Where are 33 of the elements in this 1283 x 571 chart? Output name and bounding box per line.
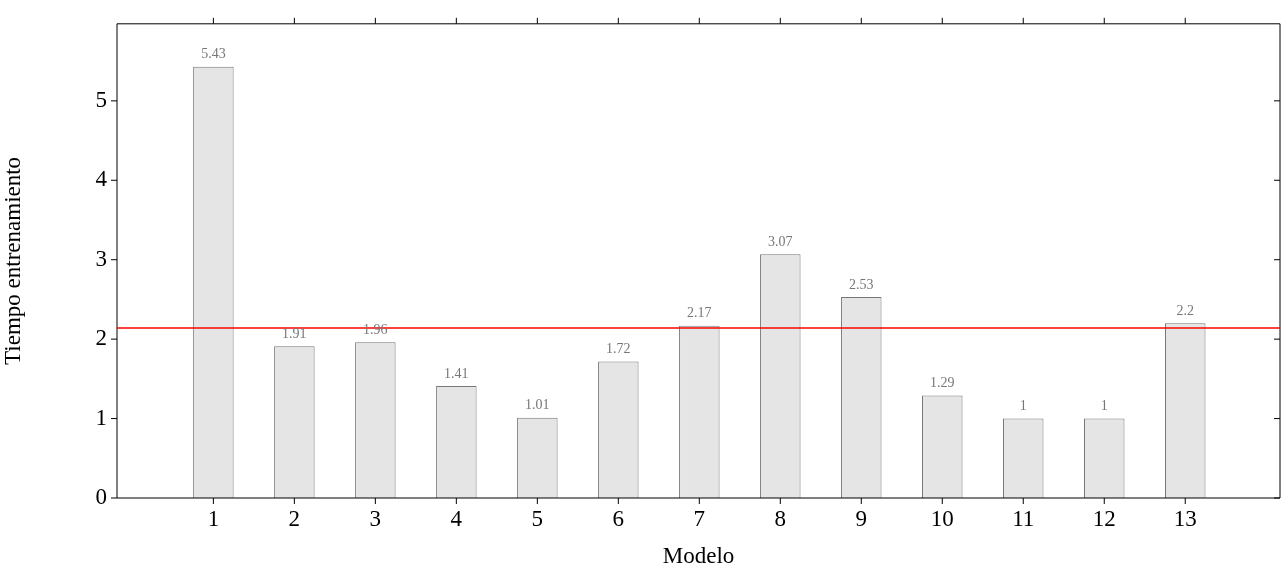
y-tick-label: 0 <box>95 484 107 510</box>
x-tick-label: 7 <box>693 505 706 531</box>
x-tick-label: 13 <box>1173 505 1197 531</box>
x-tick-label: 12 <box>1092 505 1116 531</box>
data-label: 1.01 <box>525 397 550 413</box>
data-label: 2.17 <box>687 305 712 321</box>
x-tick-label: 6 <box>612 505 625 531</box>
x-tick-label: 4 <box>450 505 463 531</box>
y-tick-label: 3 <box>95 245 107 271</box>
data-label: 1.72 <box>606 341 631 357</box>
y-tick-label: 1 <box>95 404 107 430</box>
x-tick-label: 9 <box>855 505 868 531</box>
data-label: 2.2 <box>1176 302 1194 318</box>
x-tick-label: 3 <box>369 505 382 531</box>
x-tick-label: 1 <box>207 505 220 531</box>
data-label: 1 <box>1100 398 1108 414</box>
y-axis-title: Tiempo entrenamiento <box>0 156 25 365</box>
data-label: 1.41 <box>444 365 469 381</box>
data-label: 5.43 <box>201 46 226 62</box>
data-label: 1 <box>1019 398 1027 414</box>
x-tick-label: 10 <box>930 505 954 531</box>
x-tick-label: 2 <box>288 505 301 531</box>
data-label: 3.07 <box>768 233 793 249</box>
y-tick-label: 2 <box>95 325 107 351</box>
y-tick-label: 5 <box>95 86 107 112</box>
x-tick-label: 5 <box>531 505 544 531</box>
y-tick-label: 4 <box>95 166 108 192</box>
x-tick-label: 8 <box>774 505 787 531</box>
data-label: 2.53 <box>849 276 874 292</box>
data-label: 1.91 <box>282 325 307 341</box>
data-label: 1.29 <box>930 375 955 391</box>
x-tick-label: 11 <box>1012 505 1035 531</box>
x-axis-title: Modelo <box>662 543 735 569</box>
